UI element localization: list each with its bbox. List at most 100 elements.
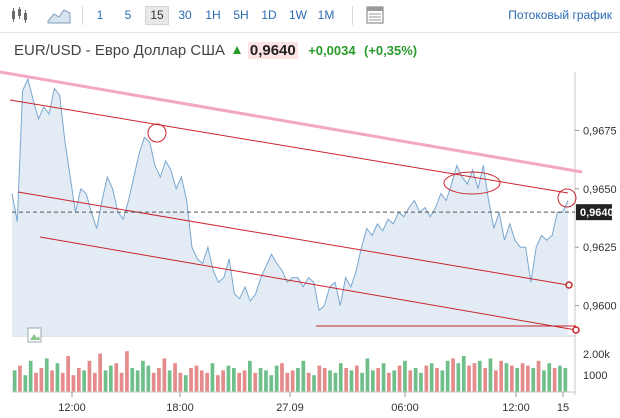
- time-tick-label: 18:00: [166, 402, 194, 414]
- volume-bar: [205, 372, 209, 392]
- volume-bar: [93, 372, 97, 392]
- volume-bar: [194, 365, 199, 392]
- volume-bar: [87, 360, 92, 392]
- volume-bar: [119, 372, 124, 392]
- price-axis: 0,9675 0,9650 0,9625 0,9600: [575, 125, 617, 313]
- volume-bar: [456, 363, 461, 392]
- volume-bar: [510, 365, 514, 392]
- volume-bar: [494, 370, 498, 392]
- volume-bar: [445, 360, 450, 392]
- volume-bar: [82, 370, 86, 392]
- timeframe-15[interactable]: 15: [145, 6, 169, 25]
- volume-bar: [77, 368, 81, 392]
- time-axis: 12:00 18:00 27.09 06:00 12:00 15: [58, 392, 569, 414]
- volume-bar: [531, 368, 536, 392]
- candlestick-chart-icon[interactable]: [8, 4, 30, 26]
- volume-bar: [360, 372, 364, 392]
- volume-bar: [151, 372, 156, 392]
- price-tick-label: 0,9650: [583, 184, 617, 196]
- volume-bar: [328, 370, 332, 392]
- volume-bar: [451, 358, 455, 392]
- volume-bar: [199, 370, 204, 392]
- volume-bar: [183, 375, 188, 392]
- volume-bar: [130, 368, 135, 392]
- chart-toolbar: 1 5 15 30 1H 5H 1D 1W 1M Потоковый графи…: [0, 0, 620, 32]
- volume-bar: [547, 363, 552, 392]
- volume-bar: [435, 368, 439, 392]
- time-tick-label: 06:00: [391, 402, 419, 414]
- volume-bar: [264, 370, 268, 392]
- volume-bar: [98, 353, 102, 392]
- volume-bar: [312, 375, 316, 392]
- timeframe-1w[interactable]: 1W: [289, 8, 307, 22]
- price-tick-label: 0,9600: [583, 301, 617, 313]
- volume-bar: [269, 375, 274, 392]
- volume-bar: [216, 375, 220, 392]
- volume-bar: [413, 368, 418, 392]
- volume-bar: [103, 370, 108, 392]
- volume-bar: [355, 365, 359, 392]
- volume-bar: [55, 363, 60, 392]
- volume-bar: [248, 360, 252, 392]
- trend-channel-middle: [17, 191, 569, 286]
- volume-bar: [71, 375, 76, 392]
- timeframe-5[interactable]: 5: [124, 8, 132, 22]
- price-tick-label: 0,9625: [583, 242, 617, 254]
- volume-bar: [253, 372, 258, 392]
- time-tick-label: 12:00: [502, 402, 530, 414]
- broken-image-icon: [27, 327, 42, 343]
- time-tick-label: 27.09: [276, 402, 304, 414]
- volume-bar: [242, 370, 247, 392]
- quote-header: EUR/USD - Евро Доллар США 0,9640 +0,0034…: [14, 42, 417, 62]
- volume-bar: [387, 372, 391, 392]
- volume-bar: [563, 368, 568, 392]
- volume-bar: [520, 363, 525, 392]
- trend-channel-upper: [9, 99, 569, 194]
- toolbar-separator: [352, 6, 353, 25]
- volume-bar: [483, 368, 487, 392]
- volume-bar: [552, 368, 557, 392]
- stream-chart-link[interactable]: Потоковый график: [508, 8, 612, 22]
- area-chart-icon[interactable]: [46, 4, 71, 26]
- price-change-percent: (+0,35%): [364, 43, 418, 58]
- time-tick-label: 12:00: [58, 402, 86, 414]
- volume-axis: 2.00k 1000: [583, 349, 610, 382]
- volume-bar: [221, 370, 225, 392]
- timeframe-1h[interactable]: 1H: [205, 8, 221, 22]
- volume-bar: [526, 365, 530, 392]
- volume-bar: [167, 370, 172, 392]
- volume-bar: [237, 372, 241, 392]
- highlight-circle-2: [443, 171, 501, 195]
- volume-tick-label: 1000: [583, 370, 607, 382]
- volume-bar: [477, 360, 482, 392]
- volume-bar: [344, 368, 348, 392]
- volume-bar: [178, 372, 183, 392]
- volume-bar: [499, 360, 503, 392]
- volume-bar: [66, 356, 70, 392]
- volume-tick-label: 2.00k: [583, 349, 610, 361]
- up-arrow-icon: [233, 46, 242, 54]
- volume-bar: [467, 365, 471, 392]
- timeframe-1m[interactable]: 1M: [317, 8, 335, 22]
- volume-bar: [296, 368, 300, 392]
- volume-bar: [146, 365, 151, 392]
- timeframe-1d[interactable]: 1D: [261, 8, 277, 22]
- volume-bar: [440, 370, 445, 392]
- volume-bar: [515, 368, 519, 392]
- volume-bar: [488, 358, 493, 392]
- volume-bar: [408, 370, 413, 392]
- pair-title: EUR/USD - Евро Доллар США: [14, 42, 225, 59]
- timeframe-1[interactable]: 1: [96, 8, 104, 22]
- volume-bar: [333, 372, 338, 392]
- timeframe-30[interactable]: 30: [178, 8, 192, 22]
- volume-bar: [18, 365, 22, 392]
- volume-bar: [381, 363, 386, 392]
- volume-bar: [306, 372, 311, 392]
- table-view-icon[interactable]: [364, 4, 386, 26]
- volume-bar: [210, 363, 215, 392]
- volume-bar: [376, 368, 380, 392]
- price-change: +0,0034: [308, 43, 356, 58]
- volume-bar: [274, 365, 279, 392]
- timeframe-5h[interactable]: 5H: [233, 8, 249, 22]
